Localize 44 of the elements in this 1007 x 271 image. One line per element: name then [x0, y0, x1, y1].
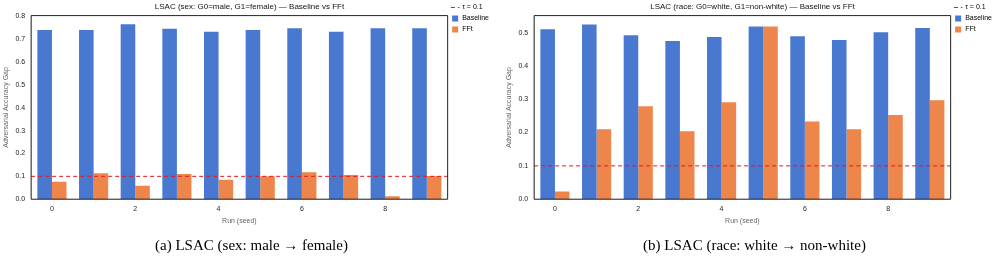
chart-title: LSAC (sex: G0=male, G1=female) — Baseline vs FFt	[154, 2, 345, 11]
bar	[245, 30, 261, 200]
bar	[287, 28, 302, 200]
bar	[301, 172, 317, 200]
bar	[831, 39, 847, 200]
bar	[162, 28, 177, 200]
bar	[804, 121, 820, 200]
bar	[582, 24, 597, 200]
text: (b) LSAC (race: white → non-white)	[642, 237, 867, 254]
bar	[51, 181, 67, 200]
bar	[665, 40, 680, 200]
bar	[370, 28, 386, 200]
bar	[679, 131, 695, 200]
bar	[721, 102, 737, 200]
bar	[37, 30, 52, 200]
bar	[328, 31, 344, 200]
bar	[79, 30, 94, 200]
bar	[888, 114, 903, 200]
bar	[915, 27, 930, 200]
bar	[426, 176, 442, 200]
bar	[706, 36, 722, 200]
bar	[203, 31, 219, 200]
bar	[596, 129, 612, 200]
bar	[93, 173, 109, 200]
bar	[135, 185, 150, 200]
bar	[176, 174, 192, 200]
bar	[846, 129, 862, 200]
bar	[623, 35, 639, 200]
bar	[873, 32, 889, 200]
bar	[763, 26, 778, 200]
text: (a) LSAC (sex: male → female)	[154, 237, 349, 254]
bar	[343, 174, 359, 200]
bar	[748, 26, 764, 200]
bar	[554, 191, 570, 200]
bar	[929, 100, 945, 200]
bar	[638, 106, 653, 200]
bar	[790, 36, 805, 200]
bar	[540, 29, 555, 200]
bar	[412, 28, 427, 200]
chart-title: LSAC (race: G0=white, G1=non-white) — Baseline vs FFt	[650, 2, 856, 11]
bar	[120, 24, 136, 200]
bar	[385, 196, 400, 200]
bar	[260, 176, 275, 200]
bar	[218, 179, 234, 200]
